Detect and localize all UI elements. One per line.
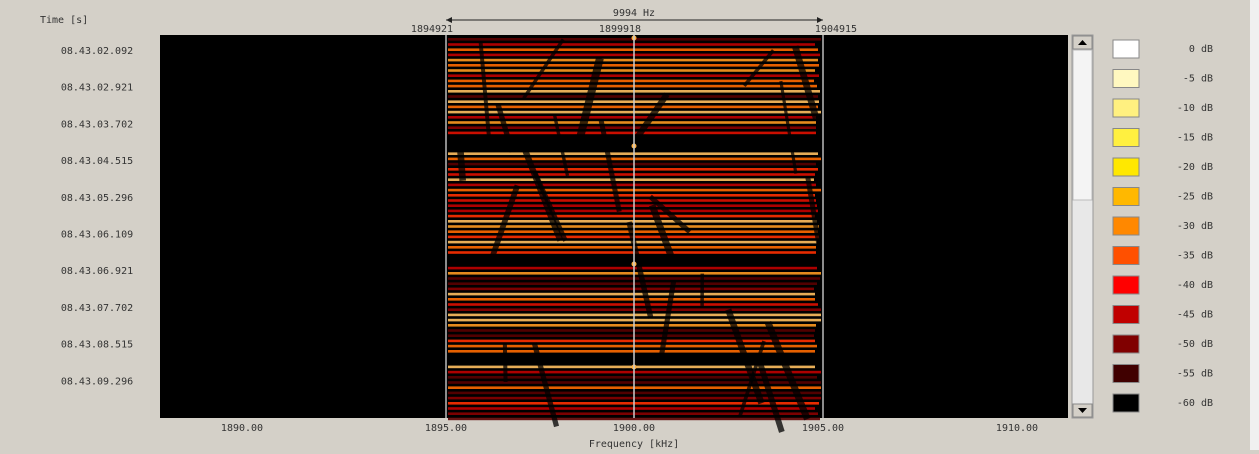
spectrum-stripe	[448, 340, 815, 343]
time-label: 08.43.06.109	[61, 230, 133, 241]
legend-label: -20 dB	[1177, 162, 1213, 173]
frequency-tick-label: 1900.00	[613, 423, 655, 434]
scrollbar-thumb[interactable]	[1073, 50, 1092, 200]
legend-label: -5 dB	[1183, 74, 1213, 85]
spectrum-stripe	[448, 407, 815, 410]
legend-label: -30 dB	[1177, 221, 1213, 232]
legend-label: -45 dB	[1177, 310, 1213, 321]
scrollbar[interactable]	[1072, 35, 1093, 418]
legend-label: -35 dB	[1177, 251, 1213, 262]
spectrum-stripe	[448, 194, 815, 197]
spectrum-stripe	[448, 210, 818, 213]
fading-streak	[505, 343, 506, 382]
spectrum-stripe	[448, 324, 816, 327]
legend-label: -15 dB	[1177, 133, 1213, 144]
legend-label: -25 dB	[1177, 192, 1213, 203]
legend-label: -60 dB	[1177, 398, 1213, 409]
legend-swatch	[1113, 394, 1139, 412]
spectrum-stripe	[448, 85, 817, 88]
spectrum-stripe	[448, 204, 817, 207]
legend-swatch	[1113, 217, 1139, 235]
legend-swatch	[1113, 70, 1139, 88]
legend-swatch	[1113, 129, 1139, 147]
spectrum-stripe	[448, 334, 814, 337]
legend-label: -50 dB	[1177, 339, 1213, 350]
time-label: 08.43.06.921	[61, 266, 133, 277]
legend-swatch	[1113, 306, 1139, 324]
time-label: 08.43.02.921	[61, 83, 133, 94]
legend-label: -40 dB	[1177, 280, 1213, 291]
spectrum-stripe	[448, 152, 818, 155]
frequency-tick-label: 1895.00	[425, 423, 467, 434]
legend-swatch	[1113, 276, 1139, 294]
spectrum-stripe	[448, 168, 818, 171]
freq-center-label: 1899918	[599, 24, 641, 35]
frequency-tick-label: 1890.00	[221, 423, 263, 434]
time-axis-title: Time [s]	[40, 15, 88, 26]
spectrum-stripe	[448, 303, 818, 306]
spectrum-stripe	[448, 199, 816, 202]
legend-swatch	[1113, 335, 1139, 353]
bandwidth-label: 9994 Hz	[613, 8, 655, 19]
legend-label: 0 dB	[1189, 44, 1213, 55]
spectrum-stripe	[448, 173, 815, 176]
time-label: 08.43.07.702	[61, 303, 133, 314]
spectrum-stripe	[448, 43, 815, 46]
spectrum-stripe	[448, 267, 817, 270]
time-label: 08.43.04.515	[61, 156, 133, 167]
spectrum-stripe	[448, 215, 815, 218]
freq-right-label: 1904915	[815, 24, 857, 35]
spectrum-stripe	[448, 69, 815, 72]
time-label: 08.43.05.296	[61, 193, 133, 204]
legend-swatch	[1113, 365, 1139, 383]
window-edge	[1250, 0, 1259, 450]
legend-label: -55 dB	[1177, 369, 1213, 380]
spectrum-stripe	[448, 282, 817, 285]
spectrum-stripe	[448, 329, 815, 332]
legend-label: -10 dB	[1177, 103, 1213, 114]
time-label: 08.43.03.702	[61, 119, 133, 130]
legend-swatch	[1113, 99, 1139, 117]
frequency-tick-label: 1910.00	[996, 423, 1038, 434]
spectrum-stripe	[448, 288, 814, 291]
legend-swatch	[1113, 188, 1139, 206]
spectrum-stripe	[448, 106, 818, 109]
spectrum-stripe	[448, 178, 814, 181]
fading-streak	[459, 137, 462, 181]
spectrum-stripe	[448, 293, 815, 296]
spectrum-stripe	[448, 48, 818, 51]
spectrogram-window: Time [s] 9994 Hz 1894921 1899918 1904915…	[0, 0, 1259, 450]
spectrum-stripe	[448, 80, 814, 83]
spectrum-stripe	[448, 251, 816, 254]
freq-left-label: 1894921	[411, 24, 453, 35]
spectrum-stripe	[448, 132, 816, 135]
frequency-tick-label: 1905.00	[802, 423, 844, 434]
frequency-axis-title: Frequency [kHz]	[589, 439, 679, 450]
legend-swatch	[1113, 247, 1139, 265]
time-label: 08.43.02.092	[61, 46, 133, 57]
spectrum-stripe	[448, 163, 816, 166]
time-label: 08.43.08.515	[61, 340, 133, 351]
time-label: 08.43.09.296	[61, 376, 133, 387]
spectrum-stripe	[448, 412, 818, 415]
spectrum-stripe	[448, 184, 816, 187]
spectrum-stripe	[448, 298, 815, 301]
spectrum-stripe	[448, 95, 818, 98]
legend-swatch	[1113, 40, 1139, 58]
legend-swatch	[1113, 158, 1139, 176]
